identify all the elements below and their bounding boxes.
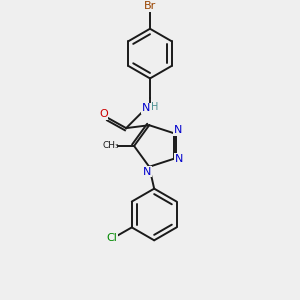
Text: N: N [174,154,183,164]
Text: Br: Br [144,1,156,11]
Text: N: N [142,103,150,113]
Text: N: N [173,125,182,135]
Text: N: N [143,167,152,177]
Text: CH₃: CH₃ [103,142,120,151]
Text: O: O [99,109,108,119]
Text: Cl: Cl [106,233,117,243]
Text: H: H [151,102,159,112]
